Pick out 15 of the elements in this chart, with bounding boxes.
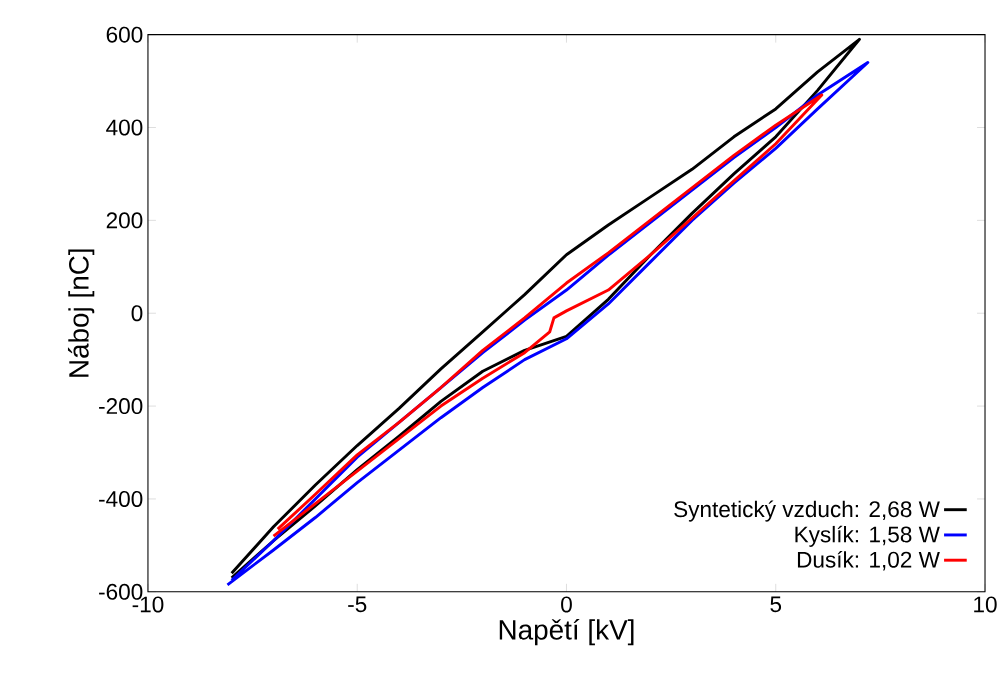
y-tick-label: 600 — [106, 26, 143, 43]
x-tick-label: 10 — [974, 596, 997, 613]
x-tick-label: 5 — [770, 596, 782, 613]
y-tick-label: 0 — [131, 305, 143, 322]
y-tick-label: -400 — [99, 491, 143, 508]
legend-label: Syntetický vzduch: 2,68 W — [674, 500, 940, 522]
y-tick-label: -200 — [99, 398, 143, 415]
legend-label: Dusík: 1,02 W — [797, 551, 940, 571]
y-tick-label: 400 — [106, 119, 143, 136]
y-tick-label: 200 — [106, 212, 143, 229]
x-tick-label: -5 — [348, 596, 367, 613]
x-tick-label: 0 — [561, 596, 572, 613]
y-axis-title: Náboj [nC] — [67, 249, 95, 377]
x-axis-title: Napětí [kV] — [499, 619, 634, 646]
legend-label: Kyslík: 1,58 W — [795, 525, 940, 548]
